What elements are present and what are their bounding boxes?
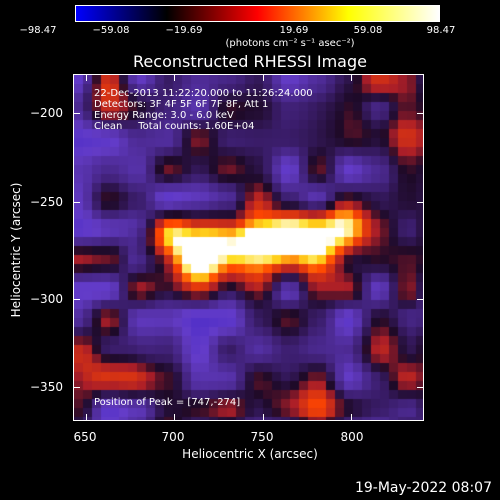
colorbar-tick: 19.69 xyxy=(279,25,309,36)
x-axis-label: Heliocentric X (arcsec) xyxy=(182,447,318,461)
clean-annotation: Clean Total counts: 1.60E+04 xyxy=(94,121,255,132)
footer-timestamp: 19-May-2022 08:07 xyxy=(354,480,492,496)
peak-annotation: Position of Peak = [747,-274] xyxy=(94,397,241,408)
y-axis-label: Heliocentric Y (arcsec) xyxy=(9,182,23,318)
x-tick-label: 750 xyxy=(250,430,274,444)
colorbar-tick: 98.47 xyxy=(426,25,456,36)
y-tick-label: −250 xyxy=(30,195,63,209)
plot-title: Reconstructed RHESSI Image xyxy=(133,52,367,71)
colorbar-tick: −98.47 xyxy=(19,25,57,36)
detectors-annotation: Detectors: 3F 4F 5F 6F 7F 8F, Att 1 xyxy=(94,99,269,110)
colorbar-units: (photons cm⁻² s⁻¹ asec⁻²) xyxy=(225,38,355,49)
image-plot: 22-Dec-2013 11:22:20.000 to 11:26:24.000… xyxy=(73,74,424,421)
time-annotation: 22-Dec-2013 11:22:20.000 to 11:26:24.000 xyxy=(94,88,313,99)
colorbar-tick: −19.69 xyxy=(165,25,203,36)
x-tick-label: 700 xyxy=(161,430,185,444)
heatmap-image xyxy=(74,75,423,420)
y-tick-label: −300 xyxy=(30,292,63,306)
colorbar-tick: −59.08 xyxy=(92,25,130,36)
energy-annotation: Energy Range: 3.0 - 6.0 keV xyxy=(94,110,234,121)
y-tick-label: −200 xyxy=(30,106,63,120)
y-tick-label: −350 xyxy=(30,380,63,394)
x-tick-label: 650 xyxy=(73,430,97,444)
colorbar-tick: 59.08 xyxy=(353,25,383,36)
colorbar xyxy=(75,5,440,22)
x-tick-label: 800 xyxy=(340,430,364,444)
